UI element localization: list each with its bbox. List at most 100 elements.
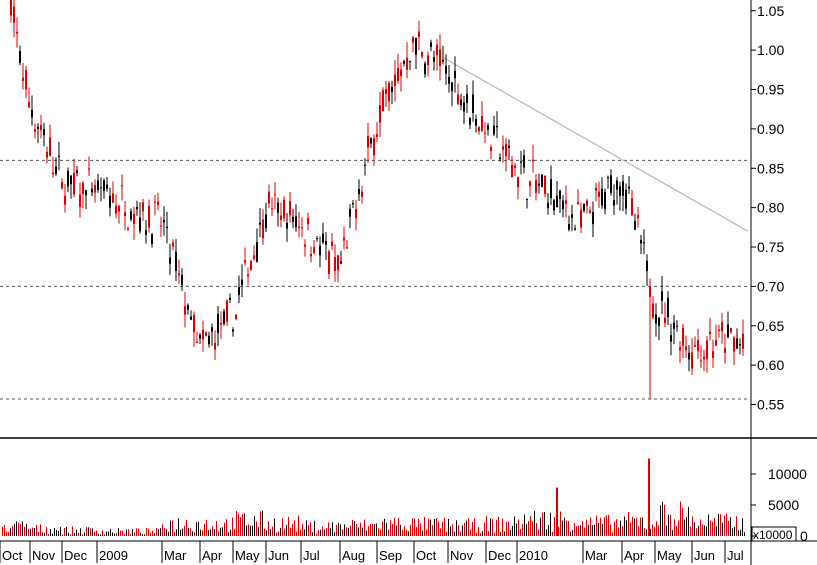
volume-bar bbox=[334, 532, 335, 536]
volume-bar bbox=[308, 524, 309, 536]
volume-bar bbox=[618, 527, 619, 536]
volume-bar bbox=[598, 522, 599, 536]
candle-body bbox=[16, 31, 18, 34]
candle-body bbox=[286, 222, 288, 229]
candle-body bbox=[457, 94, 459, 104]
candle-body bbox=[226, 300, 228, 322]
volume-bar bbox=[104, 534, 105, 536]
candle-body bbox=[466, 93, 468, 104]
volume-bar bbox=[722, 522, 723, 536]
candle-body bbox=[259, 222, 261, 225]
volume-bar bbox=[496, 519, 497, 536]
volume-bar bbox=[700, 519, 701, 536]
volume-bar bbox=[84, 532, 85, 536]
volume-bar bbox=[568, 520, 569, 536]
volume-bar bbox=[42, 532, 43, 536]
volume-bar bbox=[396, 525, 397, 536]
candle-body bbox=[418, 31, 420, 37]
volume-bar bbox=[426, 529, 427, 536]
volume-bar bbox=[64, 528, 65, 536]
volume-unit-box bbox=[751, 526, 797, 542]
volume-y-tick-label: 10000 bbox=[768, 466, 807, 482]
volume-bar bbox=[692, 516, 693, 536]
candle-body bbox=[523, 155, 525, 168]
candle-body bbox=[421, 51, 423, 57]
volume-bar bbox=[734, 527, 735, 536]
volume-bar bbox=[246, 525, 247, 536]
x-tick-label: Jun bbox=[268, 548, 289, 563]
volume-bar bbox=[10, 528, 11, 536]
volume-bar bbox=[112, 532, 113, 536]
volume-bar bbox=[302, 524, 303, 536]
candle-body bbox=[619, 186, 621, 196]
candle-body bbox=[313, 247, 315, 253]
volume-bar bbox=[472, 522, 473, 536]
candle-body bbox=[163, 220, 165, 223]
volume-bar bbox=[148, 528, 149, 536]
candle-body bbox=[88, 168, 90, 170]
candle-body bbox=[667, 297, 669, 318]
volume-bar bbox=[574, 523, 575, 536]
volume-bar bbox=[142, 533, 143, 536]
volume-bar bbox=[708, 514, 709, 536]
volume-bar bbox=[616, 519, 617, 536]
volume-bar bbox=[372, 523, 373, 536]
volume-bar bbox=[82, 534, 83, 536]
candle-body bbox=[136, 206, 138, 210]
candle-body bbox=[469, 117, 471, 125]
volume-bar bbox=[728, 520, 729, 536]
volume-bar bbox=[232, 517, 233, 536]
volume-bar bbox=[656, 521, 657, 536]
volume-bar bbox=[200, 529, 201, 536]
volume-bar bbox=[394, 517, 395, 536]
candle-body bbox=[577, 202, 579, 205]
volume-bar bbox=[14, 523, 15, 536]
candle-body bbox=[181, 274, 183, 285]
candle-body bbox=[385, 89, 387, 94]
candle-body bbox=[166, 226, 168, 228]
volume-bar bbox=[646, 529, 647, 536]
candle-body bbox=[142, 202, 144, 212]
candle-body bbox=[262, 219, 264, 239]
y-tick-label: 0.70 bbox=[757, 278, 784, 294]
volume-bar bbox=[522, 524, 523, 536]
volume-bar bbox=[380, 530, 381, 536]
volume-bar bbox=[530, 516, 531, 536]
volume-bar bbox=[370, 524, 371, 536]
volume-bar bbox=[660, 505, 661, 536]
volume-bar bbox=[30, 528, 31, 536]
volume-bar bbox=[566, 520, 567, 536]
volume-bar bbox=[560, 511, 561, 536]
candle-body bbox=[127, 228, 129, 230]
candle-body bbox=[694, 345, 696, 347]
volume-bar bbox=[532, 521, 533, 536]
volume-bar bbox=[44, 532, 45, 536]
x-tick-label: Jun bbox=[694, 548, 715, 563]
volume-bar bbox=[406, 530, 407, 536]
volume-bar bbox=[684, 519, 685, 536]
volume-bar bbox=[706, 526, 707, 536]
volume-bar bbox=[40, 524, 41, 536]
volume-bar bbox=[654, 526, 655, 536]
volume-bar bbox=[282, 518, 283, 536]
volume-bar bbox=[520, 529, 521, 536]
candle-body bbox=[691, 352, 693, 369]
volume-bar bbox=[24, 526, 25, 536]
candle-body bbox=[547, 202, 549, 209]
candle-body bbox=[715, 340, 717, 346]
candle-body bbox=[559, 190, 561, 199]
candle-body bbox=[481, 116, 483, 131]
candle-body bbox=[43, 129, 45, 136]
candle-body bbox=[403, 61, 405, 64]
candle-body bbox=[571, 214, 573, 219]
volume-bar bbox=[196, 522, 197, 536]
candle-body bbox=[94, 184, 96, 193]
volume-bar bbox=[730, 517, 731, 536]
candle-body bbox=[322, 233, 324, 243]
volume-bar bbox=[152, 530, 153, 536]
candle-body bbox=[460, 99, 462, 105]
volume-bar bbox=[328, 522, 329, 536]
volume-bar bbox=[108, 531, 109, 536]
volume-bar bbox=[286, 524, 287, 536]
